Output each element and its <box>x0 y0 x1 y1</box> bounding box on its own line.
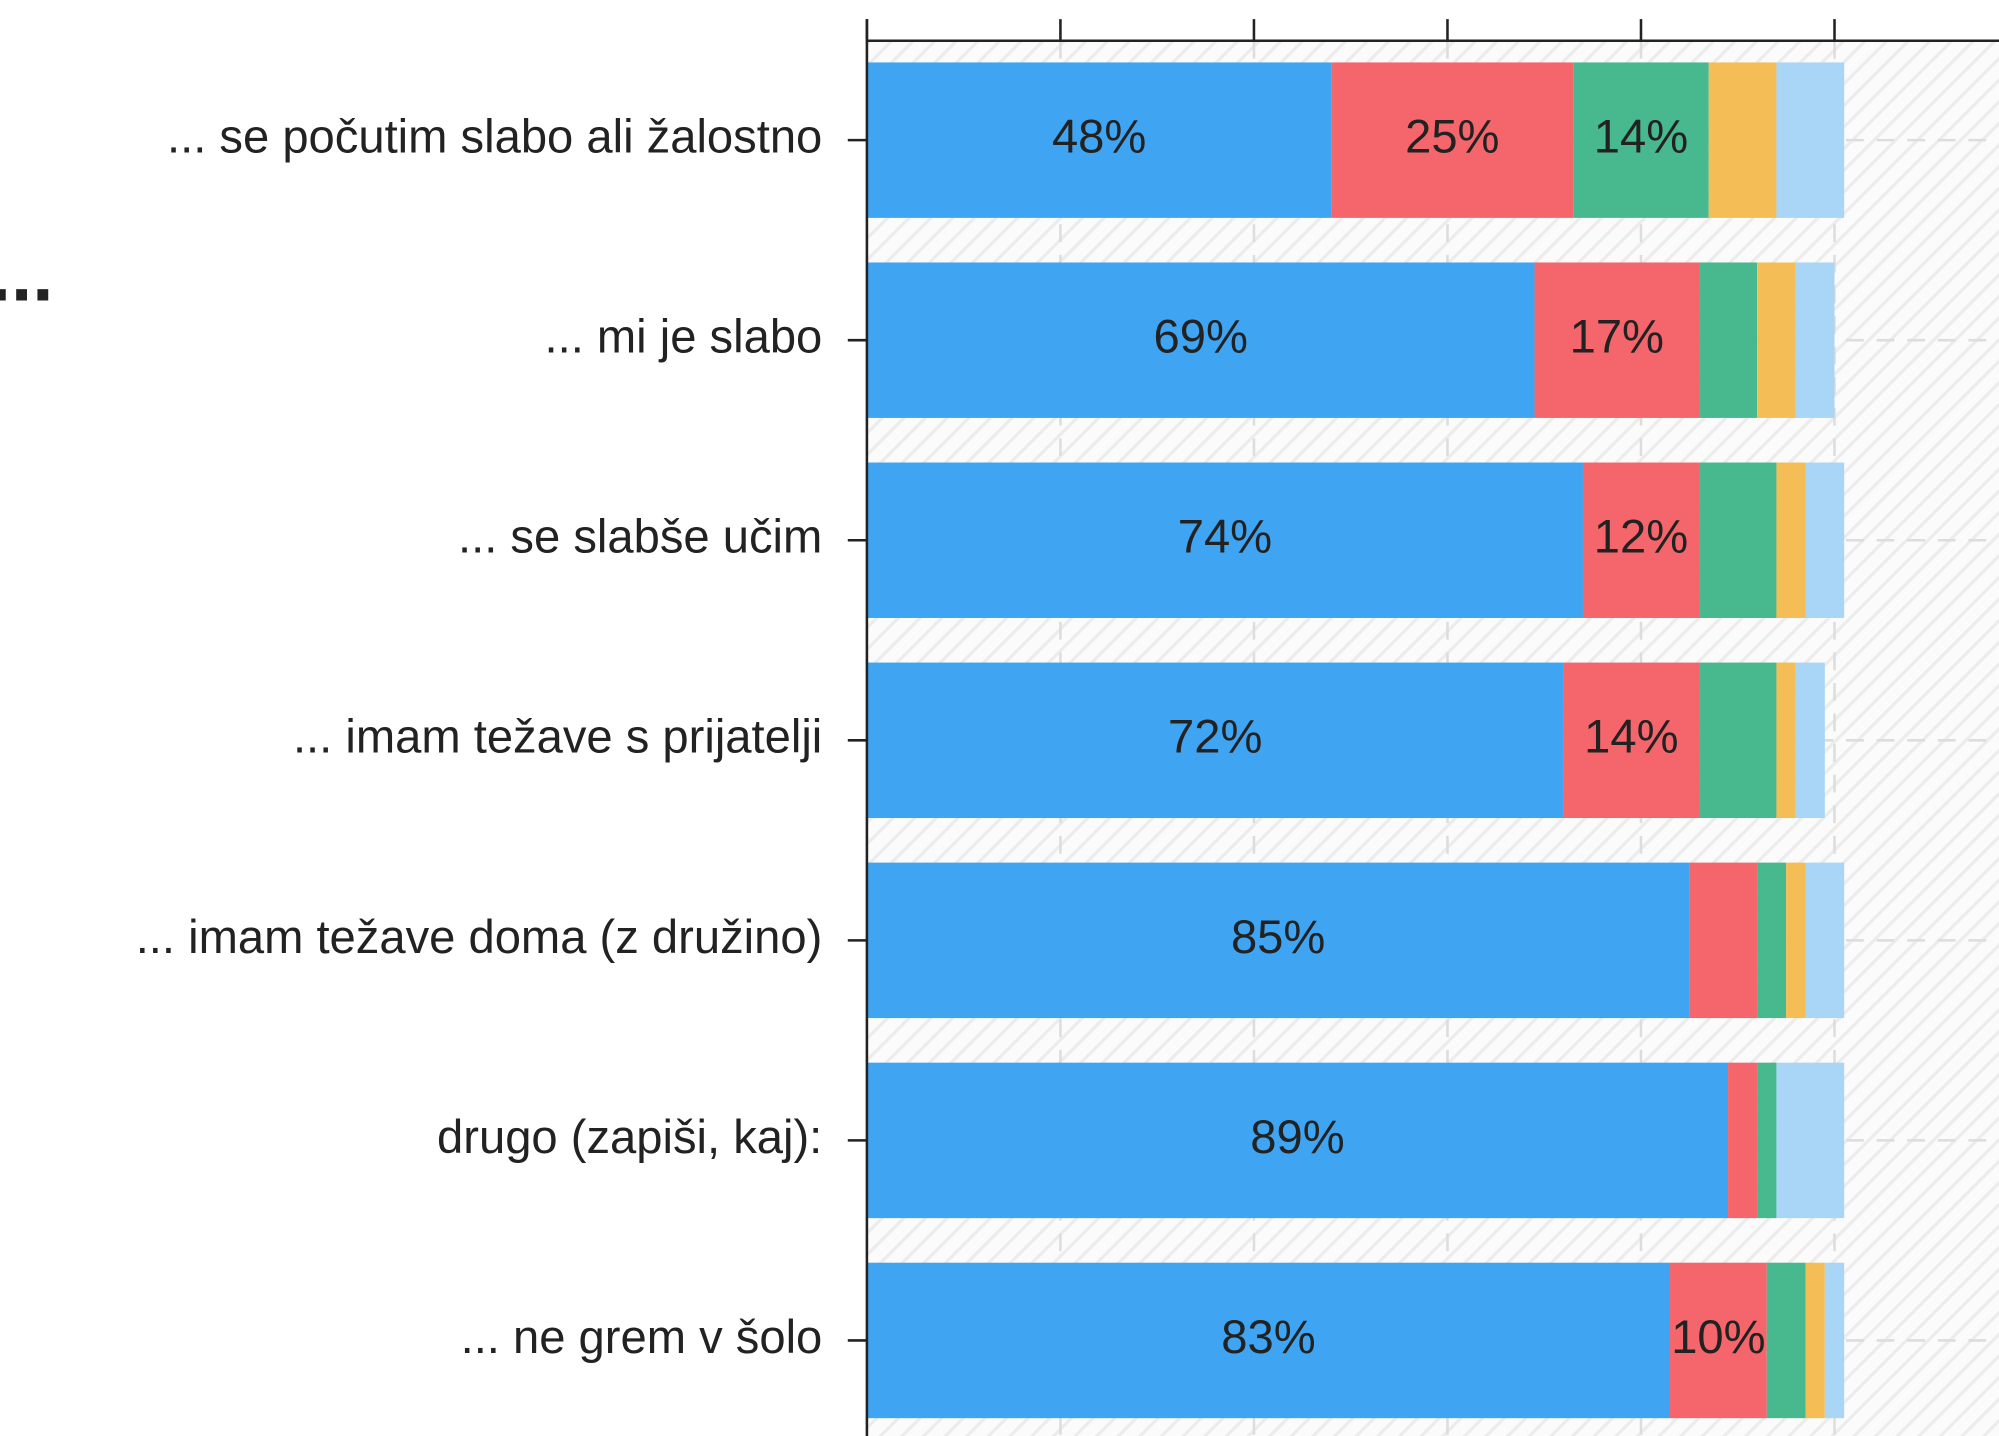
bar-segment <box>1786 862 1806 1019</box>
bar-segment <box>1776 62 1845 218</box>
bar-segment <box>1776 462 1806 618</box>
y-tick-label: ... imam težave s prijatelji <box>293 710 822 763</box>
bar-segment <box>866 662 1564 819</box>
bar-segment <box>1582 462 1700 618</box>
bar-segment <box>1776 1062 1845 1219</box>
bar-segment <box>1757 1062 1777 1219</box>
bar-segment <box>1766 1262 1806 1419</box>
bar-segment <box>1331 62 1574 218</box>
bar-segment <box>866 62 1332 218</box>
bar-segment <box>866 1062 1729 1219</box>
bar-segment <box>866 462 1583 618</box>
bar-segment <box>1670 1262 1767 1419</box>
bar-segment <box>1699 262 1758 418</box>
value-label: 85% <box>1231 910 1325 963</box>
y-tick-label: ... se slabše učim <box>458 510 822 563</box>
bar-segment <box>1805 1262 1825 1419</box>
bar-segment <box>1805 462 1845 618</box>
bar-segment <box>1563 662 1700 819</box>
y-tick-label: drugo (zapiši, kaj): <box>437 1110 822 1163</box>
bar-segment <box>1795 262 1835 418</box>
value-label: 14% <box>1594 110 1688 163</box>
bar-segment <box>1757 862 1787 1019</box>
value-label: 72% <box>1168 710 1262 763</box>
value-label: 74% <box>1178 510 1272 563</box>
value-label: 12% <box>1594 510 1688 563</box>
bar-segment <box>1728 1062 1758 1219</box>
bar-segment <box>1534 262 1700 418</box>
value-label: 48% <box>1052 110 1146 163</box>
value-label: 10% <box>1671 1310 1765 1363</box>
bar-segment <box>1689 862 1758 1019</box>
value-label: 14% <box>1584 710 1678 763</box>
bar-segment <box>866 862 1690 1019</box>
bar-segment <box>1805 862 1845 1019</box>
y-tick-label: ... ne grem v šolo <box>461 1310 823 1363</box>
bar-segment <box>1699 662 1777 819</box>
y-tick-label: ... imam težave doma (z družino) <box>136 910 823 963</box>
bar-segment <box>1757 262 1796 418</box>
value-label: 25% <box>1405 110 1499 163</box>
y-tick-label: ... se počutim slabo ali žalostno <box>167 110 822 163</box>
bar-segment <box>866 262 1535 418</box>
value-label: 69% <box>1154 310 1248 363</box>
y-tick-label: ... mi je slabo <box>544 310 822 363</box>
bar-segment <box>1795 662 1825 819</box>
chart-title: ... <box>0 233 54 318</box>
bar-segment <box>1573 62 1709 218</box>
bar-segment <box>1776 662 1796 819</box>
value-label: 17% <box>1570 310 1664 363</box>
value-label: 89% <box>1250 1110 1344 1163</box>
value-label: 83% <box>1221 1310 1315 1363</box>
bar-segment <box>866 1262 1671 1419</box>
bar-segment <box>1824 1262 1845 1419</box>
bar-segment <box>1708 62 1777 218</box>
bar-segment <box>1699 462 1777 618</box>
